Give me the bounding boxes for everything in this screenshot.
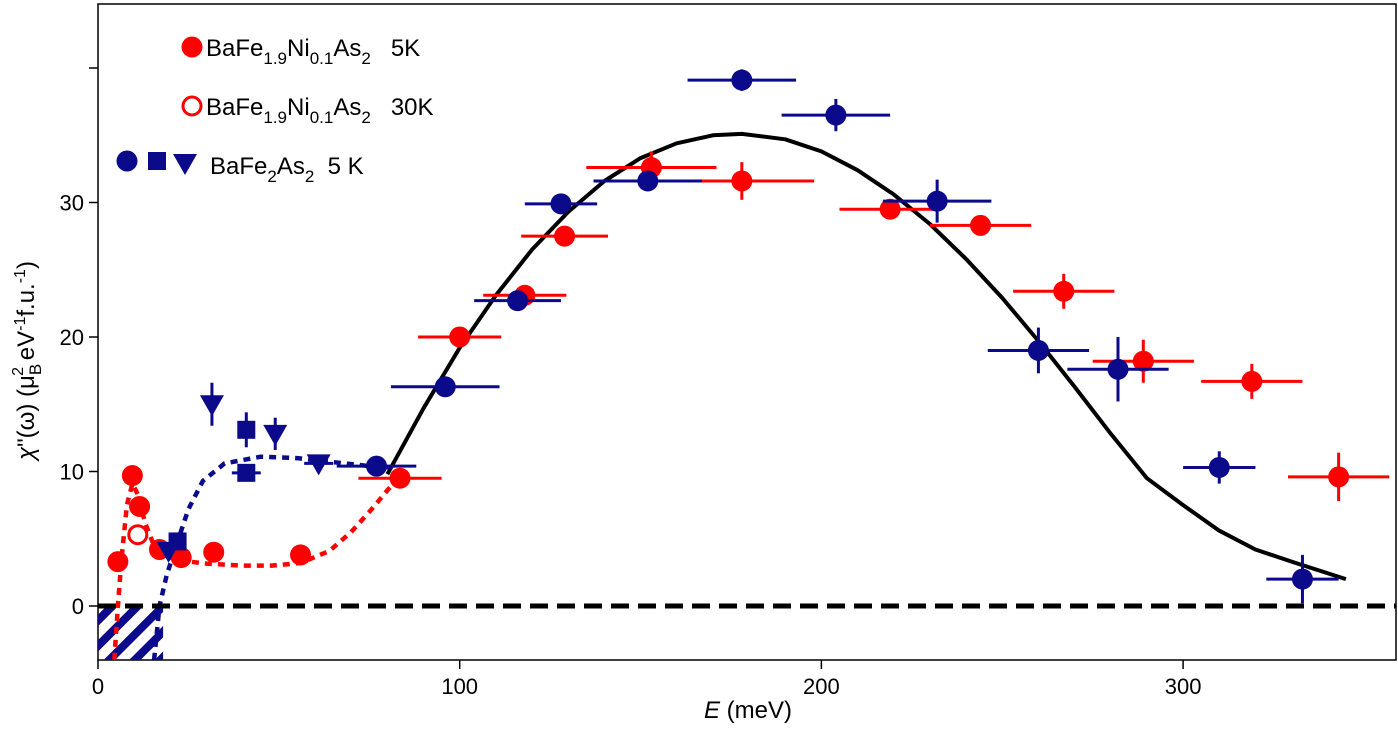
x-tick-label: 300 [1165, 674, 1202, 699]
y-tick-label: 10 [60, 460, 84, 485]
y-title-chi: χ [13, 446, 40, 462]
data-point [107, 551, 129, 573]
data-point [290, 544, 312, 566]
plot-frame [97, 3, 1397, 661]
data-point [1027, 339, 1049, 361]
legend-marker [181, 95, 203, 117]
data-point [970, 214, 992, 236]
data-point [1208, 456, 1230, 478]
legend-label-part: 30K [371, 94, 434, 121]
y-title-omega: "(ω) (μ [13, 375, 40, 447]
data-point [926, 190, 948, 212]
legend-label-part: 0.1 [310, 108, 334, 127]
legend-label-part: As [277, 153, 305, 180]
data-point [879, 198, 901, 220]
y-tick-label: 30 [60, 191, 84, 216]
data-point [550, 193, 572, 215]
data-point [170, 547, 192, 569]
legend-marker [181, 36, 203, 58]
data-point [121, 465, 143, 487]
y-title-fu: f.u. [13, 283, 40, 316]
y-title-sub-b: B [26, 364, 45, 375]
gap-regions [98, 606, 164, 660]
curves [98, 131, 1396, 660]
data-point [449, 326, 471, 348]
legend-label: BaFe2As2 5 K [210, 153, 364, 186]
data-points [107, 69, 1390, 604]
legend-marker [173, 154, 197, 175]
legend-label: BaFe1.9Ni0.1As2 30K [206, 94, 434, 127]
legend-label-part: Ni [287, 35, 310, 62]
data-point [1107, 358, 1129, 380]
data-point [129, 495, 151, 517]
legend-label-part: BaFe [206, 94, 263, 121]
y-title-sup-m1: -1 [12, 317, 29, 331]
legend-label-part: 0.1 [310, 49, 334, 68]
y-title-ev: eV [13, 331, 40, 367]
data-point [1291, 568, 1313, 590]
data-point [1053, 280, 1075, 302]
legend-label-part: BaFe [210, 153, 267, 180]
curve-fit [385, 131, 1347, 582]
legend-label-part: As [333, 94, 361, 121]
data-point [1132, 350, 1154, 372]
legend-label-part: 2 [267, 167, 276, 186]
data-point [203, 541, 225, 563]
data-point [156, 541, 181, 563]
data-point [554, 225, 576, 247]
data-point [237, 463, 256, 482]
y-axis-title: χ"(ω) (μB2 eV-1f.u.-1) [10, 261, 45, 462]
data-point [731, 69, 753, 91]
legend-label-part: Ni [287, 94, 310, 121]
data-point [389, 467, 411, 489]
y-title-close: ) [13, 261, 40, 269]
data-point [237, 420, 256, 439]
gap-region-blue [98, 606, 164, 660]
y-title-sup-2: 2 [10, 367, 27, 376]
x-axis-title: E (meV) [704, 697, 792, 724]
y-tick-label: 20 [60, 325, 84, 350]
legend-marker [148, 152, 166, 170]
data-point [434, 376, 456, 398]
legend-label-part: 5 K [314, 153, 363, 180]
legend-label-part: BaFe [206, 35, 263, 62]
legend-label-part: 2 [305, 167, 314, 186]
data-point [825, 104, 847, 126]
legend-label: BaFe1.9Ni0.1As2 5K [206, 35, 420, 68]
legend-label-part: 1.9 [263, 108, 287, 127]
data-point [637, 170, 659, 192]
data-point [263, 424, 288, 446]
legend-marker [116, 150, 138, 172]
data-point [731, 170, 753, 192]
legend-label-part: As [333, 35, 361, 62]
x-axis-title-symbol: E [704, 697, 721, 724]
x-axis-title-unit: (meV) [720, 697, 792, 724]
y-tick-label: 0 [72, 594, 84, 619]
curve-blue-dashed [151, 454, 395, 660]
x-tick-label: 0 [92, 674, 104, 699]
legend-label-part: 5K [371, 35, 420, 62]
data-point [366, 455, 388, 477]
legend-label-part: 2 [361, 108, 370, 127]
data-point [127, 524, 149, 546]
legend-label-part: 2 [361, 49, 370, 68]
data-point [306, 454, 331, 476]
x-tick-label: 100 [441, 674, 478, 699]
data-point [199, 395, 224, 417]
data-point [507, 290, 529, 312]
data-point [1241, 370, 1263, 392]
y-title-sup-m1: -1 [12, 269, 29, 283]
legend-label-part: 1.9 [263, 49, 287, 68]
x-tick-label: 200 [803, 674, 840, 699]
data-point [1328, 466, 1350, 488]
